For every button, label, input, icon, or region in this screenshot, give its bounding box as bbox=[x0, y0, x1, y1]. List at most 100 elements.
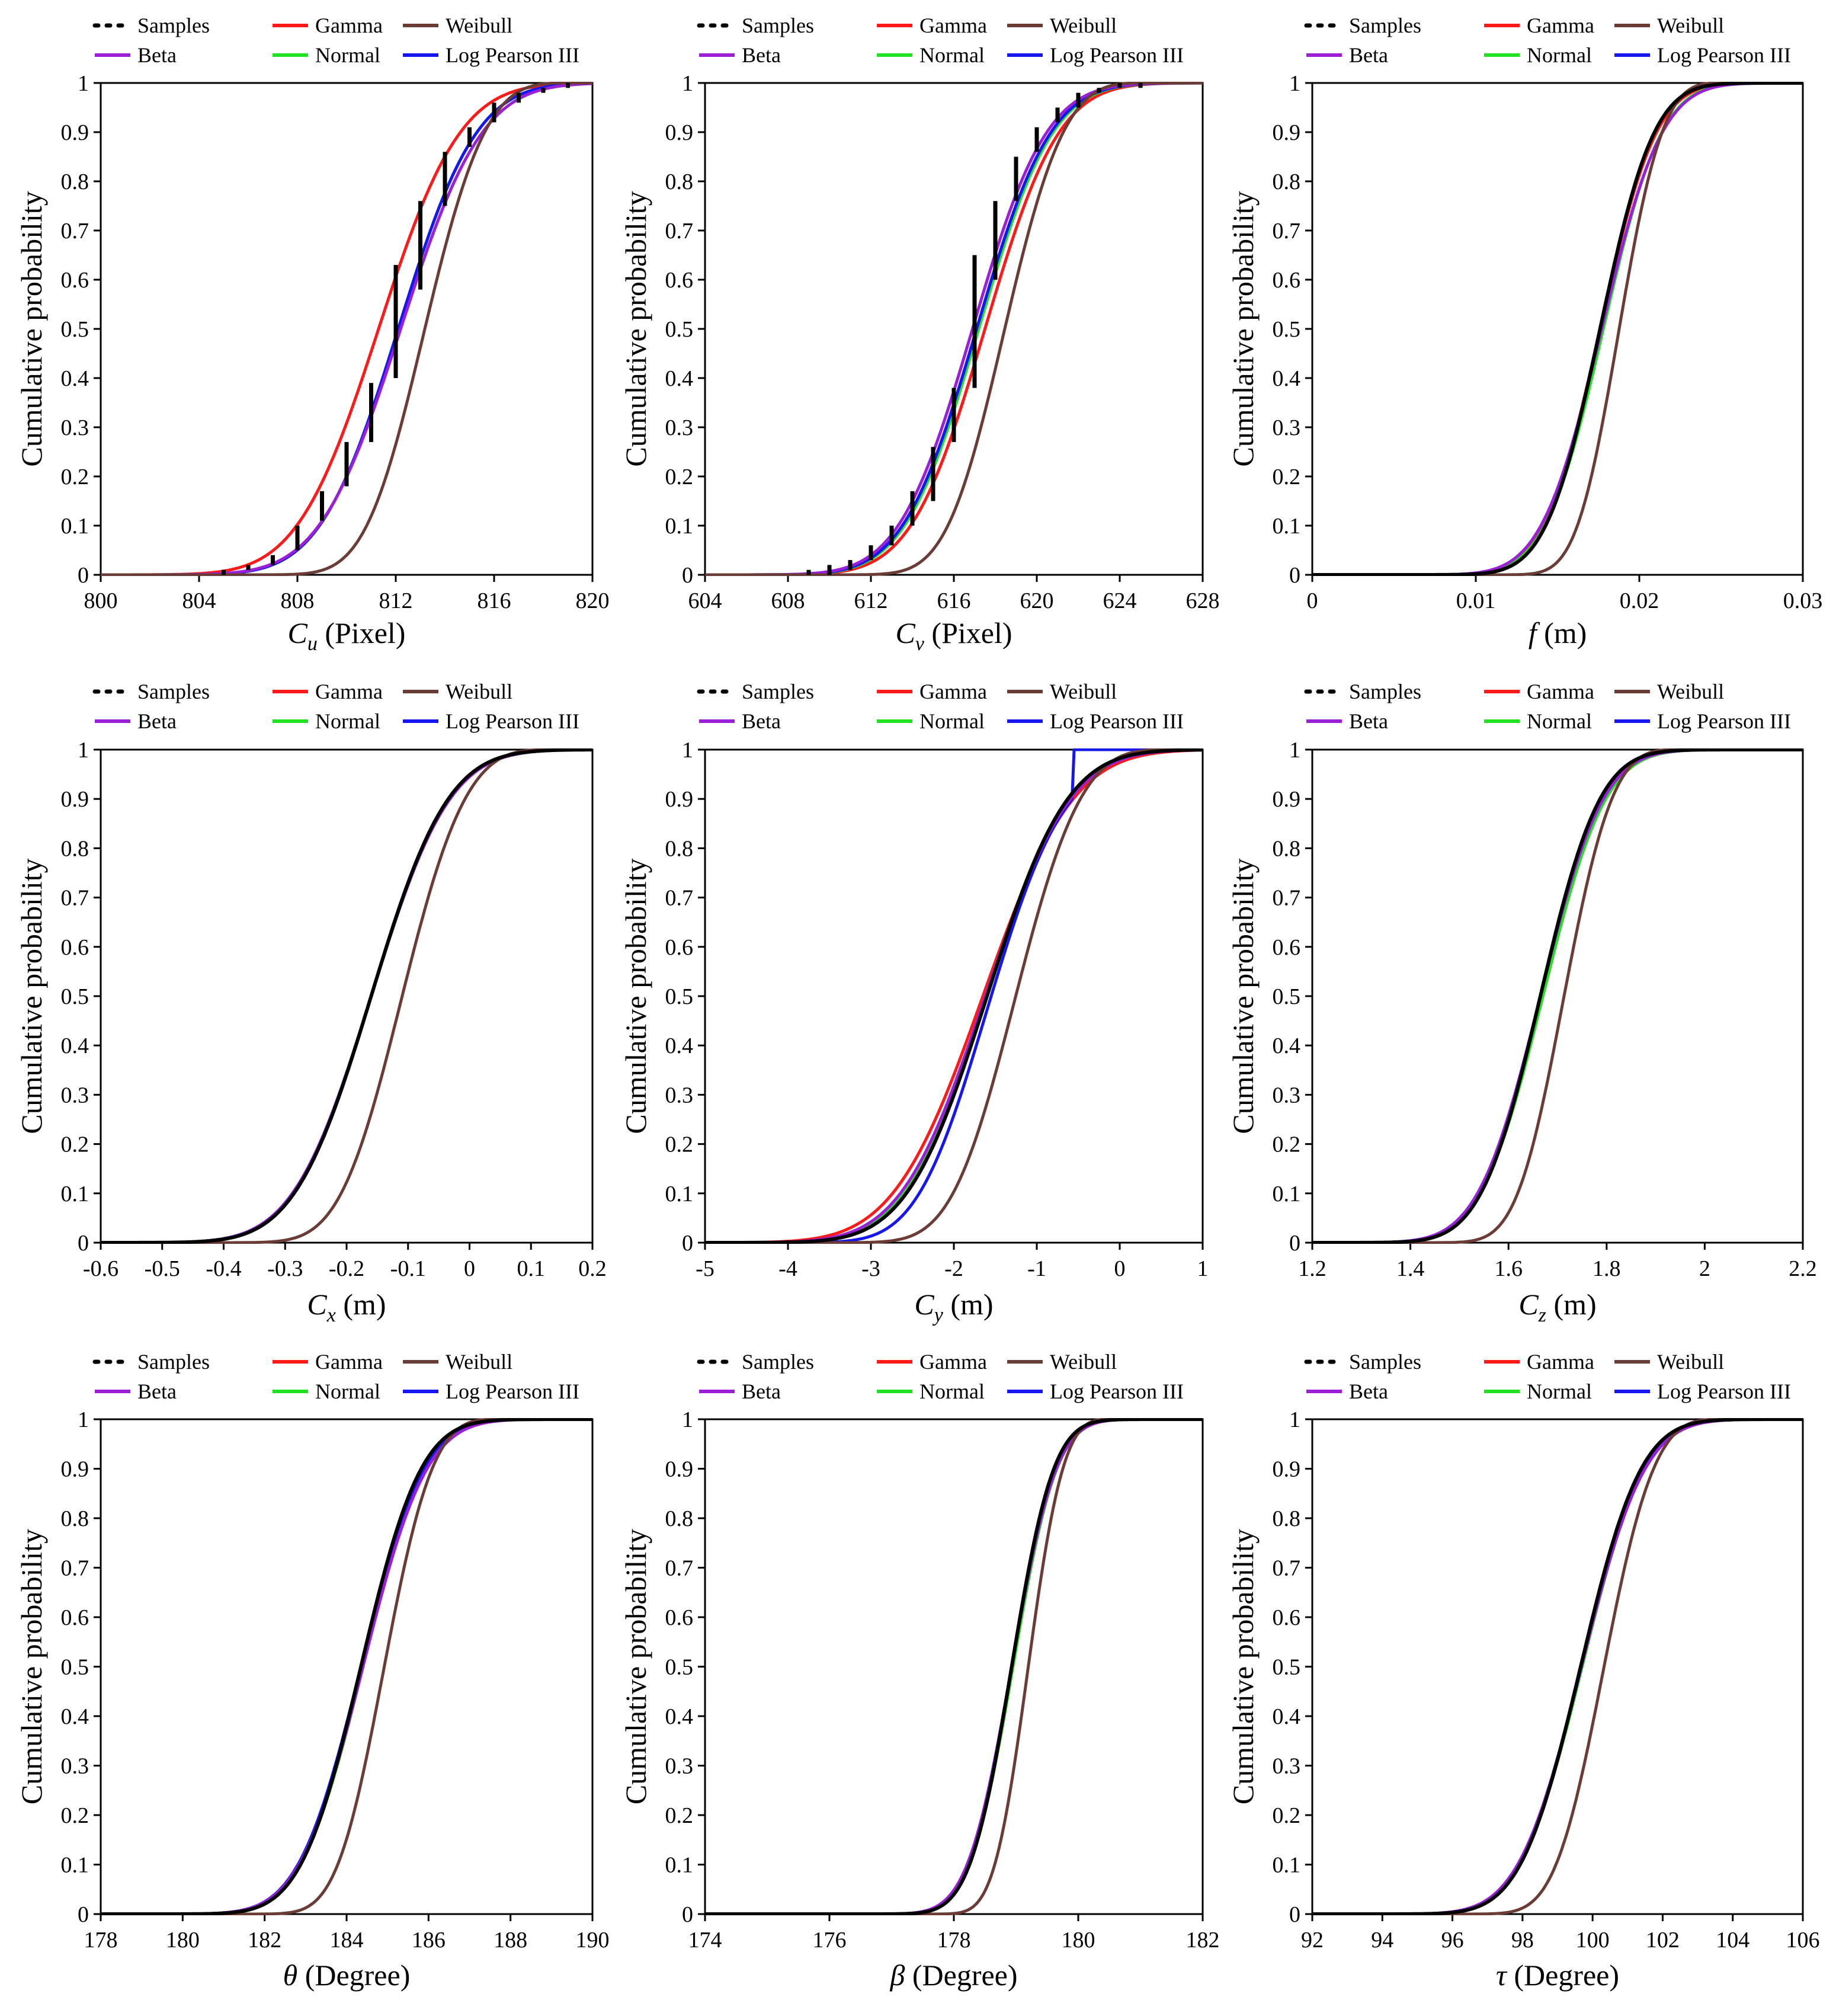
x-tick-label: 608 bbox=[771, 588, 805, 613]
x-tick-label: 804 bbox=[182, 588, 216, 613]
y-tick-label: 0 bbox=[78, 1902, 89, 1927]
series-samples bbox=[705, 748, 1203, 1244]
x-tick-label: 1.2 bbox=[1298, 1256, 1326, 1281]
legend-normal-label: Normal bbox=[919, 1380, 985, 1403]
x-tick-label: 184 bbox=[330, 1928, 364, 1953]
series-weibull bbox=[705, 1418, 1203, 1915]
series-group bbox=[1312, 748, 1803, 1244]
x-axis-symbol: θ bbox=[283, 1959, 298, 1992]
x-axis-unit: (Pixel) bbox=[318, 616, 406, 649]
y-tick-label: 0.9 bbox=[61, 787, 89, 812]
y-tick-label: 0.3 bbox=[665, 1754, 694, 1779]
y-tick-label: 0.9 bbox=[665, 120, 694, 145]
chart-theta: Samples Beta Gamma Normal Weibull Log Pearson… bbox=[15, 1350, 610, 1992]
series-beta bbox=[705, 82, 1203, 576]
chart-tau: Samples Beta Gamma Normal Weibull Log Pearson… bbox=[1226, 1350, 1820, 1992]
legend-log-pearson-iii-label: Log Pearson III bbox=[1050, 43, 1184, 67]
legend-normal-label: Normal bbox=[315, 43, 380, 67]
legend-beta-label: Beta bbox=[1349, 709, 1388, 733]
x-tick-label: -0.3 bbox=[267, 1256, 303, 1281]
series-normal bbox=[705, 748, 1203, 1244]
legend-log-pearson-iii-label: Log Pearson III bbox=[446, 709, 579, 733]
chart-Cu: Samples Beta Gamma Normal Weibull Log Pearson… bbox=[15, 14, 610, 655]
y-axis-label: Cumulative probability bbox=[1226, 191, 1260, 466]
x-axis-subscript: v bbox=[915, 633, 925, 655]
series-normal bbox=[705, 82, 1203, 576]
x-tick-label: -1 bbox=[1027, 1256, 1046, 1281]
legend-log-pearson-iii-label: Log Pearson III bbox=[1050, 1380, 1184, 1403]
x-axis-unit: (Pixel) bbox=[924, 616, 1012, 649]
legend: Samples Beta Gamma Normal Weibull Log Pearson… bbox=[92, 680, 579, 733]
series-log-pearson-iii bbox=[1312, 748, 1803, 1244]
x-tick-label: 0 bbox=[1114, 1256, 1126, 1281]
y-axis-label: Cumulative probability bbox=[619, 191, 652, 466]
x-tick-label: 808 bbox=[281, 588, 315, 613]
legend-samples-label: Samples bbox=[742, 680, 814, 703]
y-tick-label: 0.9 bbox=[1273, 120, 1301, 145]
legend-gamma-label: Gamma bbox=[315, 1350, 383, 1374]
x-axis-subscript: z bbox=[1538, 1304, 1546, 1326]
legend-samples-label: Samples bbox=[742, 14, 814, 37]
x-tick-label: 178 bbox=[937, 1928, 971, 1953]
y-tick-label: 1 bbox=[682, 1407, 693, 1432]
series-group bbox=[101, 82, 592, 576]
series-weibull bbox=[1312, 748, 1803, 1244]
y-tick-label: 0.6 bbox=[61, 935, 89, 960]
legend-weibull-label: Weibull bbox=[1657, 680, 1724, 703]
legend-samples-label: Samples bbox=[137, 1350, 210, 1374]
y-tick-label: 1 bbox=[1289, 71, 1300, 96]
y-tick-label: 0.6 bbox=[665, 1605, 694, 1630]
legend-gamma-label: Gamma bbox=[1527, 680, 1594, 703]
series-group bbox=[101, 748, 592, 1244]
y-tick-label: 0.5 bbox=[665, 984, 694, 1009]
y-tick-label: 0.2 bbox=[1273, 1132, 1301, 1157]
y-tick-label: 0.8 bbox=[665, 1506, 694, 1531]
y-tick-label: 0.2 bbox=[1273, 1803, 1301, 1828]
y-axis-label: Cumulative probability bbox=[619, 1529, 652, 1804]
y-tick-label: 1 bbox=[78, 738, 89, 763]
plot-frame bbox=[100, 748, 594, 1244]
x-tick-label: 106 bbox=[1786, 1928, 1820, 1953]
x-tick-label: 616 bbox=[937, 588, 971, 613]
y-tick-label: 0.5 bbox=[1273, 1655, 1301, 1680]
y-tick-label: 0.8 bbox=[61, 1506, 89, 1531]
x-axis-symbol: β bbox=[889, 1959, 905, 1992]
x-tick-label: 620 bbox=[1020, 588, 1054, 613]
legend-gamma-label: Gamma bbox=[315, 14, 383, 37]
series-gamma bbox=[705, 748, 1203, 1244]
legend-normal-label: Normal bbox=[315, 1380, 380, 1403]
series-gamma bbox=[705, 1418, 1203, 1915]
legend-normal-label: Normal bbox=[1527, 43, 1592, 67]
plot-frame bbox=[704, 1418, 1204, 1915]
y-tick-label: 0 bbox=[682, 563, 693, 588]
y-tick-label: 0.4 bbox=[665, 1704, 694, 1729]
x-tick-label: 182 bbox=[1186, 1928, 1220, 1953]
y-tick-label: 0.8 bbox=[61, 836, 89, 861]
series-weibull bbox=[705, 748, 1203, 1244]
y-tick-label: 0.4 bbox=[1273, 1033, 1301, 1058]
series-samples bbox=[1312, 1418, 1803, 1915]
legend-gamma-label: Gamma bbox=[919, 14, 987, 37]
x-axis-label: Cx (m) bbox=[307, 1288, 386, 1326]
plot-frame bbox=[1311, 748, 1804, 1244]
series-normal bbox=[1312, 748, 1803, 1244]
y-tick-label: 0.8 bbox=[665, 836, 694, 861]
legend-gamma-label: Gamma bbox=[1527, 14, 1594, 37]
x-axis-symbol: C bbox=[914, 1288, 934, 1321]
x-tick-label: 800 bbox=[84, 588, 118, 613]
x-axis-unit: (Degree) bbox=[905, 1959, 1017, 1992]
y-tick-label: 0.5 bbox=[61, 984, 89, 1009]
y-tick-label: 0.1 bbox=[61, 1853, 89, 1878]
y-tick-label: 0.1 bbox=[1273, 514, 1301, 539]
y-tick-label: 0.6 bbox=[61, 268, 89, 293]
x-axis-unit: (m) bbox=[1546, 1288, 1597, 1321]
chart-beta: Samples Beta Gamma Normal Weibull Log Pearson… bbox=[619, 1350, 1220, 1992]
y-tick-label: 0 bbox=[682, 1231, 693, 1256]
series-group bbox=[101, 1418, 592, 1915]
x-axis-unit: (Degree) bbox=[297, 1959, 410, 1992]
y-tick-label: 0.7 bbox=[665, 1556, 694, 1581]
legend-gamma-label: Gamma bbox=[919, 1350, 987, 1374]
x-tick-label: 628 bbox=[1186, 588, 1220, 613]
chart-Cv: Samples Beta Gamma Normal Weibull Log Pearson… bbox=[619, 14, 1220, 655]
legend: Samples Beta Gamma Normal Weibull Log Pearson… bbox=[92, 1350, 579, 1403]
